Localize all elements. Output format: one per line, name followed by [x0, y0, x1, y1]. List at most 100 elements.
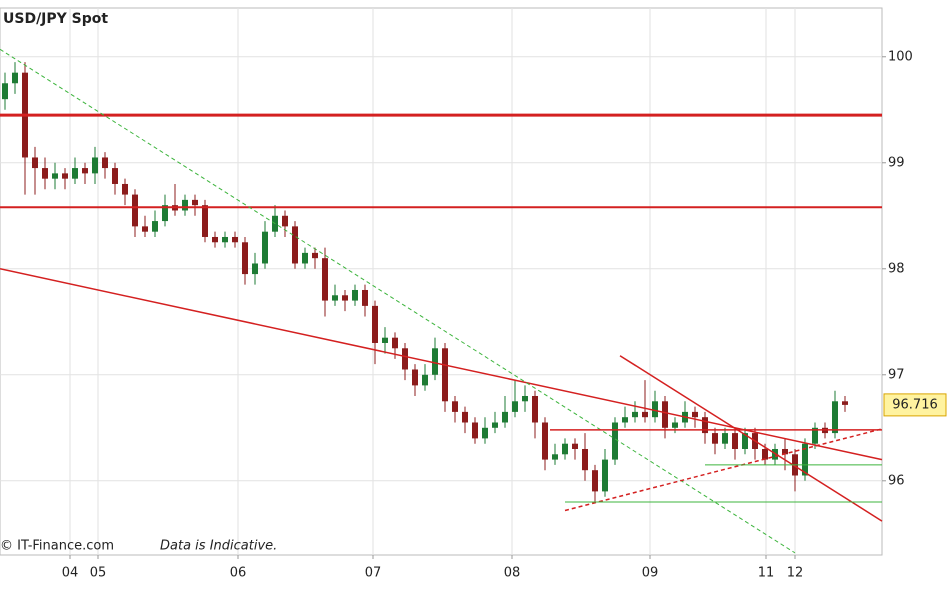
- candle-body: [442, 348, 448, 402]
- candle-body: [62, 173, 68, 179]
- candle-body: [612, 422, 618, 460]
- candle-body: [412, 369, 418, 386]
- candle-body: [592, 470, 598, 492]
- candle-body: [352, 289, 358, 301]
- candle-body: [522, 395, 528, 402]
- x-tick-label: 07: [365, 566, 382, 581]
- candle-body: [72, 168, 78, 179]
- chart-title: USD/JPY Spot: [3, 11, 108, 27]
- y-tick-label: 96: [888, 473, 905, 488]
- candle-body: [552, 454, 558, 460]
- candle-body: [12, 72, 18, 84]
- y-tick-label: 97: [888, 367, 905, 382]
- candle-body: [52, 173, 58, 179]
- candle-body: [192, 199, 198, 206]
- candle-body: [832, 401, 838, 434]
- candle-body: [702, 417, 708, 434]
- candle-body: [722, 433, 728, 444]
- y-tick-label: 99: [888, 155, 905, 170]
- candle-body: [402, 348, 408, 370]
- trend-line: [0, 48, 796, 554]
- candle-body: [262, 231, 268, 264]
- candle-body: [32, 157, 38, 169]
- candle-body: [652, 401, 658, 418]
- candle-body: [242, 242, 248, 275]
- candle-body: [92, 157, 98, 174]
- y-tick-label: 98: [888, 261, 905, 276]
- candle-body: [672, 422, 678, 428]
- candle-body: [432, 348, 438, 375]
- candle-body: [132, 194, 138, 227]
- marks: [0, 48, 883, 554]
- y-tick-label: 100: [888, 49, 913, 64]
- trend-line: [564, 428, 883, 512]
- candle-body: [202, 205, 208, 237]
- candle-body: [632, 411, 638, 418]
- candle-body: [542, 422, 548, 460]
- candle-body: [102, 157, 108, 169]
- candle-body: [152, 221, 158, 232]
- candle-body: [512, 401, 518, 412]
- x-tick-label: 05: [90, 566, 107, 581]
- candle-body: [42, 168, 48, 179]
- candle-body: [452, 401, 458, 412]
- last-price-label: 96.716: [892, 397, 938, 412]
- candle-body: [182, 199, 188, 211]
- candle-body: [332, 295, 338, 301]
- candle-body: [842, 401, 848, 405]
- candle-body: [692, 411, 698, 418]
- last-price-box: [883, 393, 947, 417]
- x-tick-label: 08: [504, 566, 521, 581]
- candle-body: [372, 305, 378, 343]
- candle-body: [732, 433, 738, 449]
- candle-body: [212, 236, 218, 243]
- candle-body: [2, 83, 8, 100]
- candle-body: [532, 395, 538, 423]
- candle-body: [222, 236, 228, 243]
- candle-body: [252, 263, 258, 275]
- plot-area: [0, 7, 883, 556]
- candle-body: [302, 252, 308, 264]
- candle-body: [282, 215, 288, 227]
- candle-body: [342, 295, 348, 301]
- candle-body: [232, 236, 238, 243]
- candle-body: [492, 422, 498, 428]
- candle-body: [482, 427, 488, 439]
- candle-body: [572, 443, 578, 449]
- candle-body: [392, 337, 398, 349]
- candle-body: [122, 183, 128, 195]
- candle-body: [742, 433, 748, 449]
- trend-line: [619, 355, 883, 522]
- candle-body: [312, 252, 318, 259]
- candle-body: [362, 289, 368, 306]
- candle-body: [662, 401, 668, 428]
- candle-body: [642, 411, 648, 418]
- candle-body: [462, 411, 468, 423]
- candle-body: [582, 448, 588, 471]
- candle-body: [502, 411, 508, 423]
- note: Data is Indicative.: [160, 539, 277, 554]
- candle-body: [382, 337, 388, 343]
- candle-body: [812, 427, 818, 444]
- candle-body: [802, 443, 808, 476]
- source: © IT-Finance.com: [0, 539, 114, 554]
- candle-body: [622, 417, 628, 423]
- candle-body: [762, 448, 768, 460]
- candle-body: [112, 168, 118, 184]
- x-tick-label: 09: [642, 566, 659, 581]
- candle-body: [82, 168, 88, 174]
- candle-body: [292, 226, 298, 264]
- candle-body: [712, 433, 718, 444]
- x-tick-label: 04: [62, 566, 79, 581]
- candle-body: [142, 226, 148, 232]
- candle-body: [562, 443, 568, 455]
- x-tick-label: 11: [758, 566, 775, 581]
- candle-body: [322, 258, 328, 301]
- candle-body: [782, 448, 788, 455]
- candle-body: [602, 459, 608, 492]
- candle-body: [422, 374, 428, 386]
- candle-body: [472, 422, 478, 439]
- x-tick-label: 12: [787, 566, 804, 581]
- candle-body: [162, 205, 168, 222]
